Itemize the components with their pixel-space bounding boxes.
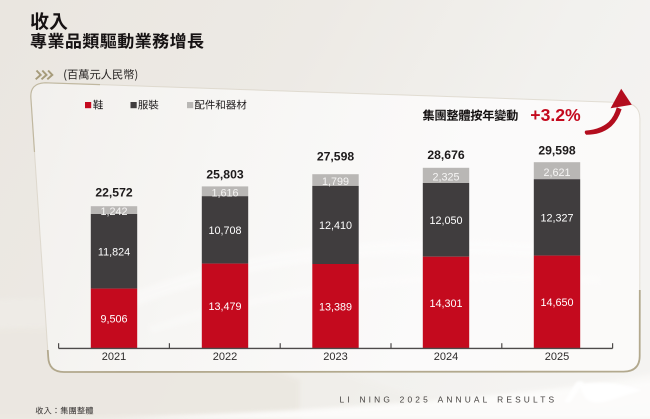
- svg-text:13,479: 13,479: [208, 301, 241, 313]
- svg-text:2,325: 2,325: [432, 172, 459, 184]
- svg-text:9,506: 9,506: [100, 314, 127, 326]
- svg-text:14,650: 14,650: [540, 297, 573, 309]
- svg-text:11,824: 11,824: [98, 246, 130, 258]
- svg-text:1,799: 1,799: [322, 176, 349, 188]
- svg-text:14,301: 14,301: [429, 298, 462, 310]
- svg-text:2024: 2024: [434, 351, 458, 363]
- svg-text:28,676: 28,676: [427, 148, 464, 162]
- svg-text:12,410: 12,410: [319, 220, 352, 232]
- svg-text:2021: 2021: [102, 351, 126, 363]
- svg-text:13,389: 13,389: [319, 301, 352, 313]
- svg-text:22,572: 22,572: [95, 186, 132, 200]
- svg-text:1,242: 1,242: [100, 206, 127, 218]
- svg-text:25,803: 25,803: [206, 167, 243, 181]
- svg-text:10,708: 10,708: [208, 225, 241, 237]
- svg-text:12,327: 12,327: [540, 212, 573, 224]
- svg-text:12,050: 12,050: [429, 215, 462, 227]
- svg-text:2022: 2022: [213, 351, 237, 363]
- svg-text:27,598: 27,598: [317, 150, 354, 164]
- svg-text:LI NING 2025 ANNUAL RESULTS: LI NING 2025 ANNUAL RESULTS: [340, 394, 558, 404]
- svg-text:29,598: 29,598: [538, 144, 575, 158]
- svg-text:1,616: 1,616: [211, 187, 238, 199]
- svg-text:2025: 2025: [545, 351, 569, 363]
- svg-text:2,621: 2,621: [543, 167, 570, 179]
- svg-text:+3.2%: +3.2%: [530, 105, 581, 125]
- svg-text:2023: 2023: [323, 351, 347, 363]
